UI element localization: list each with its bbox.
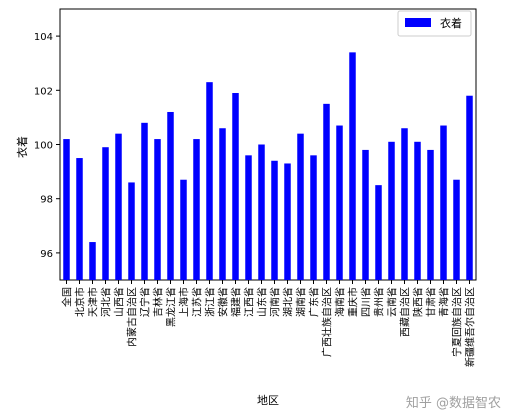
- y-tick-label: 102: [34, 86, 53, 97]
- x-tick-label: 广西壮族自治区: [321, 287, 334, 357]
- x-tick-label: 全国: [61, 287, 74, 307]
- bar: [349, 52, 356, 280]
- x-tick-label: 山东省: [256, 287, 269, 317]
- x-tick-label: 江苏省: [191, 287, 204, 317]
- x-tick-label: 甘肃省: [425, 287, 438, 317]
- x-tick-label: 北京市: [74, 287, 87, 317]
- x-tick-label: 贵州省: [373, 287, 386, 317]
- bar: [375, 185, 382, 280]
- x-tick-label: 四川省: [360, 287, 373, 317]
- bar: [180, 179, 187, 280]
- x-tick-label: 内蒙古自治区: [126, 287, 139, 347]
- y-tick-label: 104: [34, 32, 53, 43]
- x-tick-label: 福建省: [230, 287, 243, 317]
- x-axis-title: 地区: [257, 394, 279, 407]
- bar: [453, 179, 460, 280]
- legend-swatch: [405, 18, 431, 27]
- y-tick-label: 96: [40, 249, 53, 260]
- x-axis: 全国 北京市 天津市 河北省 山西省 内蒙古自治区 辽宁省 吉林省 黑龙江省 上海市 江苏省 浙江省安…: [61, 280, 477, 367]
- bar: [89, 242, 96, 280]
- x-tick-label: 上海市: [178, 287, 191, 317]
- bar: [167, 111, 174, 280]
- bar: [206, 82, 213, 280]
- x-tick-label: 湖北省: [282, 287, 295, 317]
- x-tick-label: 吉林省: [152, 287, 165, 317]
- bar: [284, 163, 291, 280]
- y-axis-title: 衣着: [15, 136, 29, 158]
- y-tick-label: 100: [34, 141, 53, 152]
- x-tick-label: 河南省: [269, 287, 282, 317]
- bar: [76, 158, 83, 280]
- x-tick-label: 西藏自治区: [399, 287, 412, 337]
- bar: [414, 141, 421, 280]
- x-tick-label: 山西省: [113, 287, 126, 317]
- x-tick-label: 青海省: [438, 287, 451, 317]
- x-tick-label: 广东省: [308, 287, 321, 317]
- legend-box: [397, 10, 472, 37]
- bar: [154, 139, 161, 280]
- bar: [323, 103, 330, 280]
- plot-area: [59, 8, 477, 281]
- bar: [466, 95, 473, 280]
- bar: [427, 149, 434, 280]
- bar: [440, 125, 447, 280]
- bar: [219, 128, 226, 280]
- bar: [362, 149, 369, 280]
- x-tick-label: 陕西省: [412, 287, 425, 317]
- bar: [271, 160, 278, 280]
- plot-frame: [59, 8, 477, 281]
- bar: [245, 155, 252, 280]
- bar: [102, 147, 109, 280]
- x-tick-label: 天津市: [87, 287, 100, 317]
- bar: [310, 155, 317, 280]
- x-tick-label: 黑龙江省: [165, 287, 178, 327]
- x-tick-label: 辽宁省: [139, 287, 152, 317]
- x-tick-label: 重庆市: [347, 287, 360, 317]
- bar: [128, 182, 135, 280]
- x-tick-label: 河北省: [100, 287, 113, 317]
- bar: [297, 133, 304, 280]
- bar: [258, 144, 265, 280]
- x-tick-label: 安徽省: [217, 287, 230, 317]
- bar: [388, 141, 395, 280]
- legend-label: 衣着: [440, 16, 462, 30]
- x-tick-label: 海南省: [334, 287, 347, 317]
- bar: [141, 122, 148, 280]
- bar: [336, 125, 343, 280]
- x-tick-label: 宁夏回族自治区: [451, 287, 464, 357]
- bar: [115, 133, 122, 280]
- y-axis: 96 98 100 102 104: [34, 32, 60, 260]
- bar: [401, 128, 408, 280]
- x-tick-label: 江西省: [243, 287, 256, 317]
- x-tick-label: 浙江省: [204, 287, 217, 317]
- watermark-text: 知乎 @数据智农: [405, 396, 501, 411]
- x-tick-label: 新疆维吾尔自治区: [464, 287, 477, 367]
- bars: [63, 52, 473, 280]
- x-tick-label: 云南省: [386, 287, 399, 317]
- y-tick-label: 98: [40, 195, 53, 206]
- legend: 衣着: [397, 10, 472, 37]
- bar: [193, 139, 200, 280]
- bar: [63, 139, 70, 280]
- x-tick-label: 湖南省: [295, 287, 308, 317]
- bar: [232, 93, 239, 280]
